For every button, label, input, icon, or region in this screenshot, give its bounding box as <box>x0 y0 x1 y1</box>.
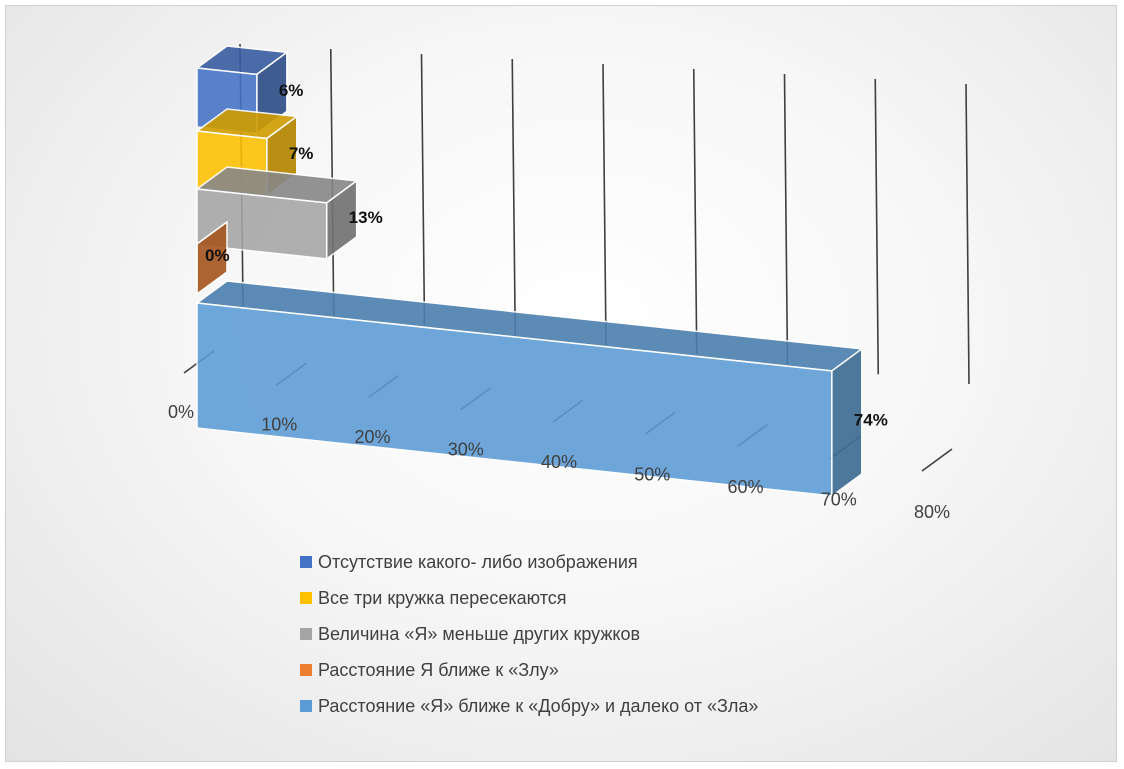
x-tick-label: 80% <box>914 502 950 522</box>
x-tick-label: 60% <box>728 477 764 497</box>
gridline <box>966 84 969 384</box>
data-label: 7% <box>289 144 314 163</box>
legend-label: Все три кружка пересекаются <box>318 588 567 609</box>
legend: Отсутствие какого- либо изображения Все т… <box>300 544 860 724</box>
data-label: 13% <box>349 208 383 227</box>
legend-swatch <box>300 592 312 604</box>
legend-swatch <box>300 700 312 712</box>
chart-area: 6% 7% 13% 0% 74% 0% 10% 20% 30% 40% 50% 60% 70% 80% … <box>5 5 1117 762</box>
legend-item: Величина «Я» меньше других кружков <box>300 616 860 652</box>
data-label: 0% <box>205 246 230 265</box>
legend-label: Расстояние «Я» ближе к «Добру» и далеко … <box>318 696 758 717</box>
gridline <box>785 74 788 365</box>
legend-item: Расстояние Я ближе к «Злу» <box>300 652 860 688</box>
x-tick-label: 10% <box>261 415 297 435</box>
gridline <box>875 79 878 374</box>
legend-swatch <box>300 556 312 568</box>
legend-label: Отсутствие какого- либо изображения <box>318 552 638 573</box>
legend-swatch <box>300 664 312 676</box>
legend-swatch <box>300 628 312 640</box>
x-tick-label: 40% <box>541 452 577 472</box>
data-label: 74% <box>854 410 888 429</box>
legend-label: Расстояние Я ближе к «Злу» <box>318 660 559 681</box>
x-tick-label: 0% <box>168 402 194 422</box>
x-tick-label: 50% <box>634 465 670 485</box>
legend-item: Расстояние «Я» ближе к «Добру» и далеко … <box>300 688 860 724</box>
data-label: 6% <box>279 81 304 100</box>
x-tick-label: 70% <box>821 490 857 510</box>
gridline <box>603 64 606 345</box>
gridline <box>422 54 425 326</box>
x-tick-label: 30% <box>448 440 484 460</box>
legend-item: Отсутствие какого- либо изображения <box>300 544 860 580</box>
floor-gridline <box>922 449 952 471</box>
bar <box>197 281 862 496</box>
gridline <box>694 69 697 355</box>
legend-label: Величина «Я» меньше других кружков <box>318 624 640 645</box>
x-tick-label: 20% <box>355 427 391 447</box>
legend-item: Все три кружка пересекаются <box>300 580 860 616</box>
gridline <box>512 59 515 335</box>
